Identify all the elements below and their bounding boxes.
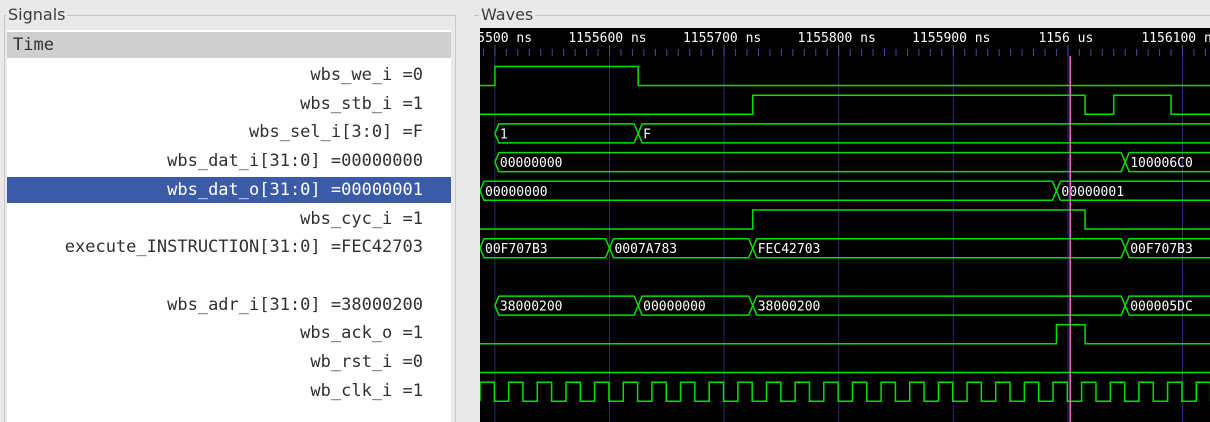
signal-row[interactable]: wbs_cyc_i =1 xyxy=(300,208,423,229)
waves-frame-line xyxy=(474,15,1210,16)
signals-frame-line xyxy=(4,15,456,16)
time-axis-label: 1156100 ns xyxy=(1141,31,1210,46)
waveform-canvas[interactable]: 1155500 ns 1155600 ns 1155700 ns 1155800 ns… xyxy=(480,28,1210,422)
wave-bus-value: 000005DC xyxy=(1130,300,1193,315)
wave-bus-segment xyxy=(494,151,1127,173)
wave-bus-segment xyxy=(480,180,1058,202)
time-axis-label: 1155600 ns xyxy=(568,31,646,46)
wave-bus-value: 00000000 xyxy=(485,185,548,200)
wave-bus-segment xyxy=(1124,295,1210,316)
time-axis-label: 1155700 ns xyxy=(683,31,761,46)
signals-frame-right-edge xyxy=(455,15,456,422)
wave-bus-value: 00F707B3 xyxy=(1130,242,1193,257)
time-header[interactable]: Time xyxy=(7,32,451,58)
wave-clock-trace xyxy=(480,381,1210,402)
signal-row[interactable]: wbs_dat_i[31:0] =00000000 xyxy=(167,151,423,172)
time-axis-label: 1156 us xyxy=(1038,31,1093,46)
wave-bus-segment xyxy=(494,123,639,144)
time-axis-label: 1155500 ns xyxy=(480,31,532,46)
signals-frame-left-edge xyxy=(4,15,5,422)
signals-title: Signals xyxy=(6,5,68,24)
wave-bus-segment xyxy=(1124,237,1210,259)
signal-row-blank[interactable] xyxy=(7,263,451,289)
signal-row[interactable]: wbs_ack_o =1 xyxy=(300,323,423,344)
signal-row[interactable]: wbs_dat_o[31:0] =00000001 xyxy=(7,176,451,203)
wave-bus-value: 00F707B3 xyxy=(485,242,548,257)
signal-row[interactable]: execute_INSTRUCTION[31:0] =FEC42703 xyxy=(64,237,423,258)
wave-bus-segment xyxy=(1055,180,1210,202)
time-axis-label: 1155900 ns xyxy=(912,31,990,46)
signal-row[interactable]: wb_rst_i =0 xyxy=(310,352,423,372)
wave-bus-value: 00000000 xyxy=(500,156,563,171)
wave-bus-value: 00000001 xyxy=(1061,185,1124,200)
signal-row[interactable]: wbs_stb_i =1 xyxy=(300,93,423,114)
wave-bit-trace xyxy=(480,324,1210,345)
wave-bit-trace xyxy=(480,65,1210,87)
wave-bus-segment xyxy=(1124,151,1210,173)
wave-bus-value: 38000200 xyxy=(758,300,821,315)
wave-bus-value: 00000000 xyxy=(643,300,706,315)
wave-bus-value: 100006C0 xyxy=(1130,156,1193,171)
wave-bus-value: FEC42703 xyxy=(758,242,821,257)
waves-panel[interactable]: 1155500 ns 1155600 ns 1155700 ns 1155800 ns… xyxy=(480,28,1210,422)
wave-bit-trace xyxy=(480,94,1210,115)
signals-panel[interactable]: Time wbs_we_i =0 wbs_stb_i =1 wbs_sel_i[3:… xyxy=(7,30,451,422)
wave-bus-value: F xyxy=(643,127,651,142)
wave-bus-value: 0007A783 xyxy=(614,242,677,257)
signal-row[interactable]: wb_clk_i =1 xyxy=(310,380,423,401)
signal-row[interactable]: wbs_we_i =0 xyxy=(310,65,423,85)
time-axis-label: 1155800 ns xyxy=(798,31,876,46)
wave-bit-trace xyxy=(480,209,1210,230)
wave-bus-value: 1 xyxy=(500,127,508,142)
wave-bus-segment xyxy=(637,123,1210,144)
waves-title: Waves xyxy=(479,5,536,24)
signal-row[interactable]: wbs_adr_i[31:0] =38000200 xyxy=(167,294,423,315)
wave-bus-value: 38000200 xyxy=(500,300,563,315)
signal-row[interactable]: wbs_sel_i[3:0] =F xyxy=(249,122,423,143)
